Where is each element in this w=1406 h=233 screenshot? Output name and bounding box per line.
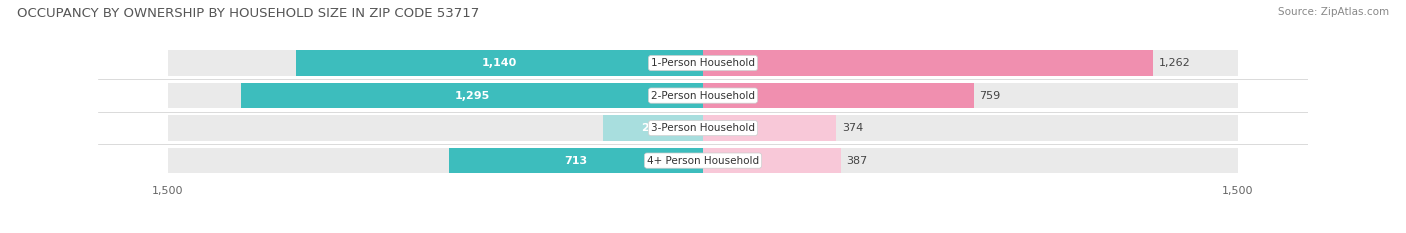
Bar [703, 148, 1239, 173]
Bar [703, 148, 841, 173]
Text: 387: 387 [846, 156, 868, 166]
Text: OCCUPANCY BY OWNERSHIP BY HOUSEHOLD SIZE IN ZIP CODE 53717: OCCUPANCY BY OWNERSHIP BY HOUSEHOLD SIZE… [17, 7, 479, 20]
Text: 4+ Person Household: 4+ Person Household [647, 156, 759, 166]
Text: 1,295: 1,295 [454, 91, 489, 101]
Text: 374: 374 [842, 123, 863, 133]
Bar [167, 83, 703, 108]
Bar [703, 50, 1153, 76]
Bar [603, 115, 703, 141]
Bar [240, 83, 703, 108]
Bar [449, 148, 703, 173]
Bar [703, 115, 1239, 141]
Text: 1-Person Household: 1-Person Household [651, 58, 755, 68]
Bar [703, 50, 1239, 76]
Text: Source: ZipAtlas.com: Source: ZipAtlas.com [1278, 7, 1389, 17]
Text: 713: 713 [564, 156, 588, 166]
Text: 280: 280 [641, 123, 665, 133]
Text: 1,262: 1,262 [1159, 58, 1191, 68]
Text: 2-Person Household: 2-Person Household [651, 91, 755, 101]
Text: 3-Person Household: 3-Person Household [651, 123, 755, 133]
Bar [703, 83, 1239, 108]
Bar [297, 50, 703, 76]
Bar [167, 115, 703, 141]
Bar [167, 50, 703, 76]
Bar [703, 115, 837, 141]
Bar [167, 148, 703, 173]
Text: 1,140: 1,140 [482, 58, 517, 68]
Text: 759: 759 [979, 91, 1000, 101]
Bar [703, 83, 974, 108]
